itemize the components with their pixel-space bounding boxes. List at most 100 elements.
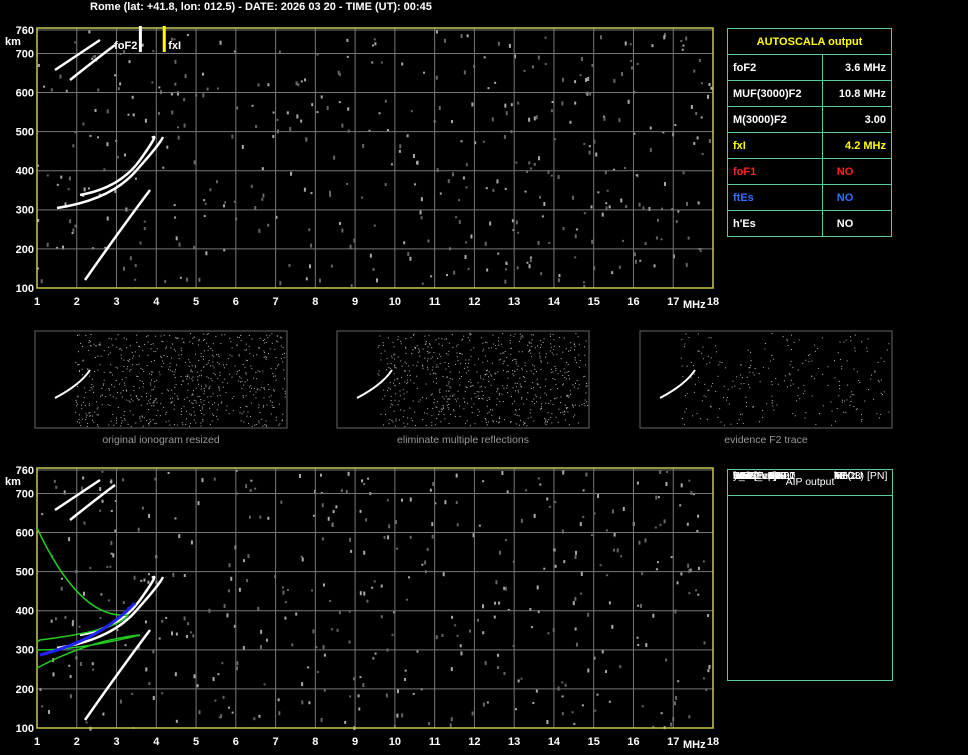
thumb-dot [200,370,202,372]
thumb-dot [498,422,500,424]
thumb-dot [465,363,467,365]
thumb-dot [550,346,552,348]
thumb-dot [749,387,751,389]
thumb-dot [122,389,124,391]
thumb-dot [782,336,784,338]
thumb-dot [176,395,178,397]
thumb-dot [512,373,514,375]
thumb-dot [202,420,204,422]
thumb-dot [462,338,464,340]
thumb-dot [555,370,557,372]
thumb-dot [533,398,535,400]
thumb-dot [124,411,126,413]
thumb-dot [188,377,190,379]
noise-dot [374,652,377,655]
noise-dot [601,649,604,654]
noise-dot [119,53,122,56]
thumb-dot [394,379,396,381]
noise-dot [236,106,239,110]
thumb-dot [488,376,490,378]
thumb-dot [126,368,128,370]
thumb-dot [506,384,508,386]
thumb-dot [492,420,494,422]
thumb-dot [243,384,245,386]
noise-dot [316,671,319,674]
aip-cell: 002.1 [769,470,796,482]
thumb-dot [138,387,140,389]
noise-dot [599,564,602,567]
noise-dot [248,515,251,519]
thumb-dot [225,409,227,411]
thumb-dot [586,385,588,387]
thumb-dot [195,400,197,402]
thumb-dot [845,411,847,413]
noise-dot [323,688,326,692]
noise-dot [358,707,361,711]
noise-dot [554,564,557,568]
thumb-dot [283,352,285,354]
thumb-dot [570,347,572,349]
thumb-dot [585,392,587,394]
thumb-dot [578,343,580,345]
thumb-dot [483,348,485,350]
thumb-dot [140,404,142,406]
thumb-dot [534,347,536,349]
thumb-dot [440,408,442,410]
thumb-dot [81,418,83,420]
noise-dot [537,477,540,480]
thumb-dot [212,415,214,417]
noise-dot [384,99,387,103]
thumb-dot [727,388,729,390]
thumb-dot [85,416,87,418]
thumb-dot [463,408,465,410]
thumb-dot [486,424,488,426]
thumb-dot [118,383,120,385]
noise-dot [484,661,487,666]
noise-dot [257,606,260,611]
thumb-dot [161,392,163,394]
thumb-dot [393,364,395,366]
thumb-dot [218,356,220,358]
thumb-dot [536,383,538,385]
thumb-dot [738,419,740,421]
thumb-dot [216,395,218,397]
thumb-dot [97,355,99,357]
thumb-dot [165,347,167,349]
thumb-dot [181,411,183,413]
thumb-dot [78,418,80,420]
thumb-dot [270,367,272,369]
noise-dot [319,473,322,477]
thumb-dot [431,393,433,395]
thumb-dot [546,394,548,396]
thumb-dot [240,420,242,422]
thumb-dot [270,395,272,397]
thumb-dot [540,406,542,408]
thumb-dot [438,353,440,355]
thumb-dot [403,398,405,400]
thumb-dot [457,398,459,400]
noise-dot [482,140,485,143]
noise-dot [663,35,666,40]
thumb-dot [413,334,415,336]
noise-dot [688,479,691,482]
noise-dot [613,532,616,537]
thumb-dot [552,378,554,380]
thumb-dot [435,373,437,375]
thumb-dot [193,399,195,401]
thumb-dot [740,383,742,385]
noise-dot [436,168,439,173]
noise-dot [410,110,413,113]
thumb-dot [138,399,140,401]
noise-dot [280,500,283,504]
noise-dot [278,711,281,716]
noise-dot [681,48,684,51]
thumb-dot [99,364,101,366]
thumb-dot [747,383,749,385]
thumb-dot [189,400,191,402]
thumb-dot [198,359,200,361]
thumb-dot [232,410,234,412]
thumb-dot [78,334,80,336]
thumb-dot [156,348,158,350]
noise-dot [59,74,62,79]
noise-dot [82,591,85,596]
